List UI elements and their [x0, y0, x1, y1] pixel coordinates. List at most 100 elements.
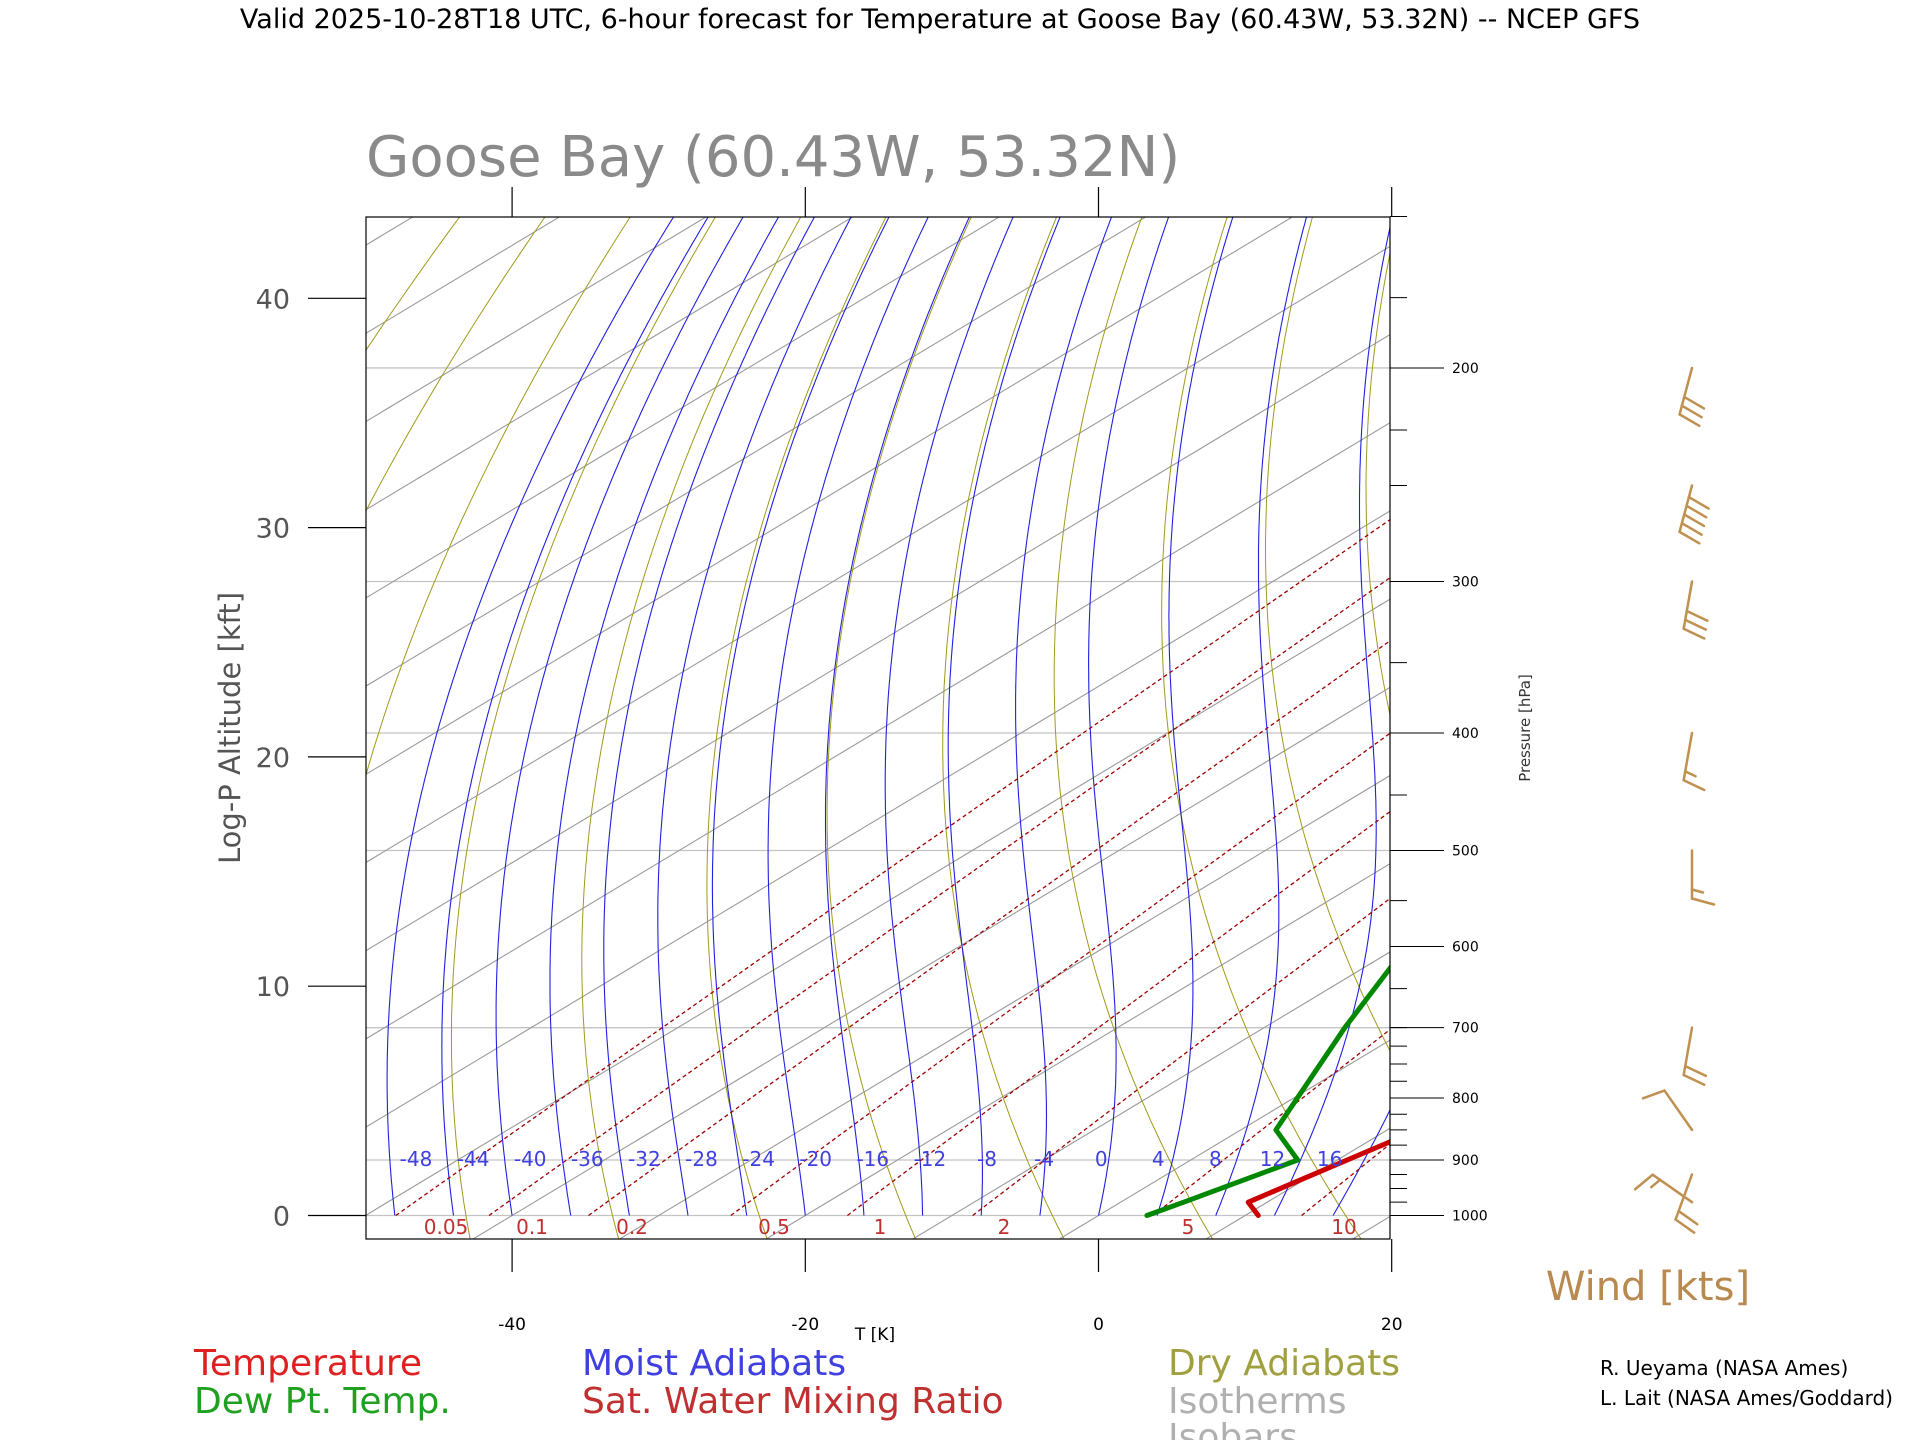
dry-adiabat-line — [1909, 213, 1920, 1243]
wind-barb-staff — [1674, 1173, 1694, 1221]
dry-adiabat-line — [581, 217, 802, 1239]
wind-barb-flag — [1678, 413, 1701, 428]
legend: Temperature Dew Pt. Temp. Moist Adiabats… — [193, 1343, 1400, 1440]
isotherm-line — [618, 774, 1390, 1239]
pressure-tick-label: 200 — [1452, 361, 1479, 377]
wind-barb-flag — [1682, 627, 1706, 640]
pressure-tick-label: 700 — [1452, 1021, 1479, 1037]
moist-adiabat-line — [386, 217, 675, 1216]
credit-ueyama: R. Ueyama (NASA Ames) — [1600, 1356, 1848, 1380]
wind-barb — [1682, 580, 1709, 640]
moist-adiabat-line — [711, 217, 890, 1216]
dry-adiabat-line — [1264, 217, 1390, 1052]
mixing-ratio-label: 10 — [1331, 1215, 1356, 1239]
wind-barb-half-flag — [1683, 770, 1697, 778]
isotherm-line — [366, 510, 1390, 1128]
wind-axis-label: Wind [kts] — [1546, 1264, 1750, 1310]
wind-barb-flag — [1677, 1209, 1699, 1226]
mixing-ratio-line — [1301, 1143, 1390, 1217]
mixing-ratio-line — [1152, 1028, 1390, 1217]
mixing-ratio-label: 0.2 — [616, 1215, 648, 1239]
wind-barb — [1633, 1173, 1694, 1204]
legend-dewpoint: Dew Pt. Temp. — [194, 1381, 451, 1422]
moist-adiabat-label: -48 — [400, 1147, 433, 1171]
dry-adiabat-line — [1053, 217, 1214, 1239]
moist-adiabat-line — [1156, 217, 1234, 1216]
isotherm-line — [911, 951, 1390, 1239]
isotherm-line — [366, 217, 1001, 599]
legend-mixing-ratio: Sat. Water Mixing Ratio — [582, 1381, 1004, 1422]
moist-adiabat-line — [824, 217, 970, 1216]
wind-barb — [1690, 849, 1716, 906]
isotherm-line — [1058, 1039, 1390, 1239]
moist-adiabat-line — [947, 217, 1061, 1216]
mixing-ratio-line — [588, 640, 1390, 1217]
isotherm-line — [366, 217, 707, 423]
wind-barb-flag — [1682, 395, 1706, 410]
mixing-ratio-label: 0.1 — [516, 1215, 548, 1239]
mixing-ratio-line — [395, 518, 1390, 1217]
isotherm-line — [366, 333, 1390, 952]
moist-adiabat-line — [441, 217, 709, 1216]
moist-adiabat-label: -40 — [514, 1147, 547, 1171]
altitude-tick-label: 10 — [256, 972, 290, 1003]
pressure-tick-label: 600 — [1452, 939, 1479, 955]
pressure-tick-label: 400 — [1452, 726, 1479, 742]
isotherm-line — [1639, 213, 1920, 1243]
moist-adiabat-line — [767, 217, 929, 1216]
wind-barb-flag — [1682, 1073, 1706, 1086]
legend-dry-adiabats: Dry Adiabats — [1168, 1343, 1400, 1384]
wind-barb — [1682, 731, 1706, 792]
moist-adiabat-label: -32 — [628, 1147, 661, 1171]
wind-barb-flag — [1685, 609, 1709, 623]
wind-barb-flag — [1690, 897, 1716, 906]
dry-adiabat-line — [1161, 217, 1362, 1239]
altitude-tick-label: 0 — [273, 1202, 290, 1233]
pressure-tick-label: 1000 — [1452, 1209, 1488, 1225]
moist-adiabat-line — [495, 217, 744, 1216]
moist-adiabat-label: -36 — [571, 1147, 604, 1171]
pressure-axis-label: Pressure [hPa] — [1516, 674, 1534, 782]
moist-adiabat-label: -24 — [742, 1147, 775, 1171]
moist-adiabat-label: -16 — [856, 1147, 889, 1171]
altitude-tick-label: 40 — [256, 284, 290, 315]
moist-adiabat-line — [884, 217, 1014, 1216]
moist-adiabat-label: -28 — [685, 1147, 718, 1171]
mixing-ratio-line — [730, 732, 1390, 1217]
plot-frame — [365, 216, 1391, 1240]
grid-lines — [366, 213, 1920, 1243]
moist-adiabat-label: 0 — [1095, 1147, 1108, 1171]
legend-isotherms: Isotherms — [1168, 1381, 1346, 1422]
temperature-axis: -40 -20 0 20 — [498, 187, 1403, 1335]
inline-curve-labels: -48 -44 -40 -36 -32 -28 -24 -20 -16 -12 -8 -4 0 4 8 12 1… — [400, 1147, 1357, 1239]
dry-adiabat-line — [1558, 213, 1920, 1243]
mixing-ratio-label: 5 — [1182, 1215, 1195, 1239]
wind-barb-flag — [1680, 404, 1703, 419]
moist-adiabat-line — [1015, 217, 1113, 1216]
profile-lines — [1144, 964, 1390, 1218]
wind-barb-flag — [1682, 779, 1706, 792]
legend-temperature: Temperature — [193, 1343, 422, 1384]
dry-adiabat-line — [1824, 213, 1920, 1243]
moist-adiabat-label: 8 — [1209, 1147, 1222, 1171]
isotherm-line — [366, 245, 1390, 864]
temperature-axis-label: T [K] — [854, 1325, 895, 1345]
pressure-tick-label: 500 — [1452, 843, 1479, 859]
mixing-ratio-line — [847, 810, 1390, 1217]
moist-adiabat-label: -8 — [977, 1147, 997, 1171]
isotherm-line — [366, 422, 1390, 1040]
isotherm-line — [366, 217, 414, 246]
mixing-ratio-label: 0.5 — [758, 1215, 790, 1239]
moist-adiabat-label: -20 — [799, 1147, 832, 1171]
wind-barb-flag — [1682, 513, 1706, 528]
pressure-axis: 1000 900 800 700 600 500 400 300 200 — [1390, 215, 1488, 1225]
temperature-tick-label: -20 — [791, 1315, 819, 1335]
temperature-tick-label: 0 — [1093, 1315, 1104, 1335]
altitude-axis: 0 10 20 30 40 — [256, 284, 366, 1233]
dry-adiabat-line — [366, 217, 546, 512]
isotherm-line — [366, 217, 854, 511]
moist-adiabat-line — [1088, 217, 1170, 1216]
dry-adiabat-line — [706, 217, 887, 1239]
mixing-ratio-label: 0.05 — [424, 1215, 469, 1239]
